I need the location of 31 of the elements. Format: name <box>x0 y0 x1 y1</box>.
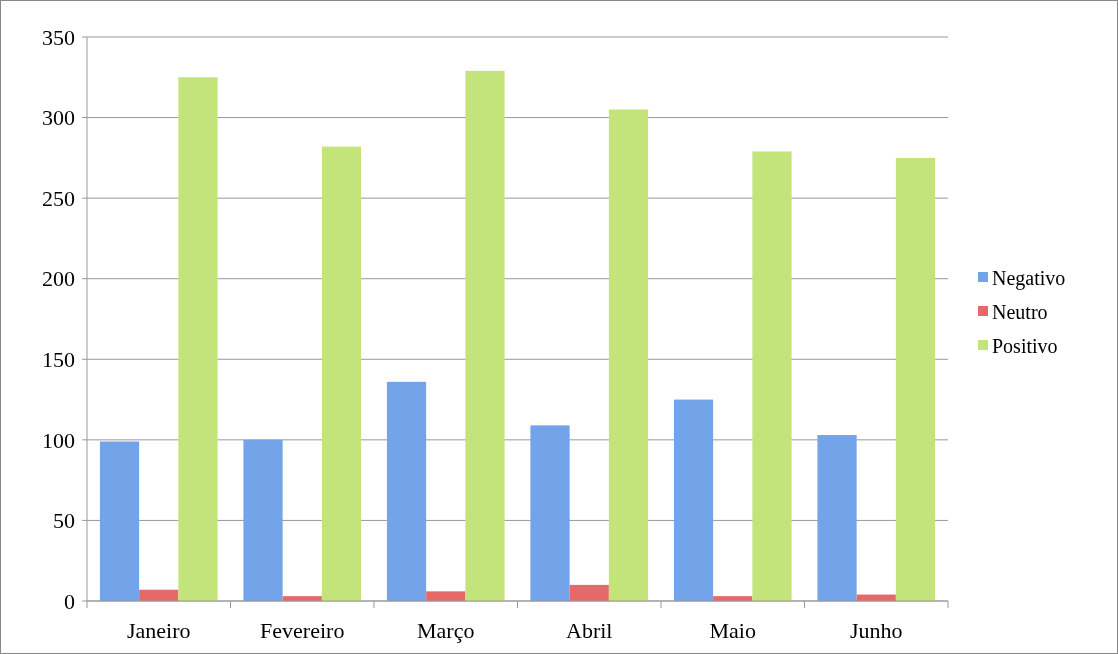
y-tick-label: 200 <box>42 266 75 292</box>
bar <box>608 109 649 601</box>
bar <box>321 146 362 601</box>
x-tick-label: Janeiro <box>126 618 191 643</box>
y-tick-label: 0 <box>64 588 75 614</box>
bar <box>426 591 466 601</box>
x-tick-label: Abril <box>566 618 613 643</box>
legend-label: Neutro <box>992 301 1048 323</box>
legend-label: Negativo <box>992 267 1066 290</box>
y-tick-label: 350 <box>42 24 75 50</box>
y-tick-label: 100 <box>42 427 75 453</box>
bar <box>465 70 505 601</box>
bar <box>530 425 570 601</box>
bar <box>569 584 609 601</box>
y-tick-label: 50 <box>53 508 75 534</box>
x-tick-label: Junho <box>849 618 903 643</box>
bar <box>99 441 140 601</box>
x-tick-label: Maio <box>709 618 756 643</box>
bar <box>178 77 218 601</box>
legend-label: Positivo <box>992 335 1058 357</box>
bar <box>243 439 283 601</box>
y-tick-label: 300 <box>42 105 75 131</box>
bar <box>673 399 714 601</box>
bar <box>752 151 792 601</box>
y-tick-label: 150 <box>42 346 75 372</box>
bar <box>895 157 936 601</box>
x-tick-label: Fevereiro <box>260 618 345 643</box>
bar <box>386 381 427 601</box>
y-tick-label: 250 <box>42 185 75 211</box>
x-tick-label: Março <box>417 618 475 643</box>
bar <box>817 435 857 601</box>
